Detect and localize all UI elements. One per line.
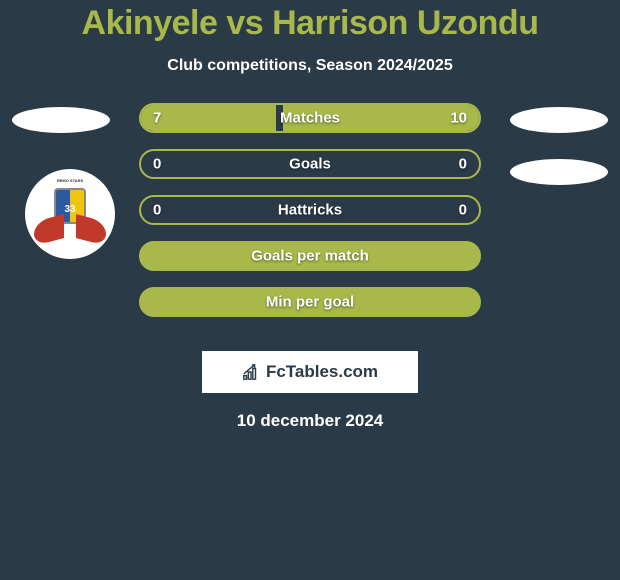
bar-label: Matches [280,110,340,127]
logo-top-text: REMO STARS [36,178,104,183]
chart-icon [242,363,260,381]
bar-value-right: 0 [459,202,467,219]
date: 10 december 2024 [0,411,620,431]
bar-value-right: 0 [459,156,467,173]
bar-value-left: 0 [153,202,161,219]
stat-bar: Min per goal [139,287,481,317]
bar-value-left: 0 [153,156,161,173]
stat-bar: 7 10 Matches [139,103,481,133]
logo-wings-icon [36,208,104,242]
player-badge-right-2 [510,159,608,185]
watermark-text: FcTables.com [266,362,378,382]
bar-label: Hattricks [278,202,342,219]
bar-value-right: 10 [450,110,467,127]
bars-container: 7 10 Matches 0 0 Goals 0 0 Hattricks Goals per ma… [139,103,481,333]
bar-label: Min per goal [266,294,354,311]
stat-bar: Goals per match [139,241,481,271]
club-logo-inner: REMO STARS 33 [36,180,104,248]
stat-bar: 0 0 Hattricks [139,195,481,225]
bar-label: Goals per match [251,248,369,265]
player-badge-right-1 [510,107,608,133]
player-badge-left [12,107,110,133]
watermark: FcTables.com [202,351,418,393]
page-title: Akinyele vs Harrison Uzondu [0,4,620,43]
club-logo: REMO STARS 33 [25,169,115,259]
stat-bar: 0 0 Goals [139,149,481,179]
stats-area: REMO STARS 33 7 10 Matches 0 0 Goals 0 0 Hattric… [0,103,620,343]
comparison-widget: Akinyele vs Harrison Uzondu Club competi… [0,0,620,431]
bar-label: Goals [289,156,331,173]
subtitle: Club competitions, Season 2024/2025 [0,57,620,75]
bar-value-left: 7 [153,110,161,127]
